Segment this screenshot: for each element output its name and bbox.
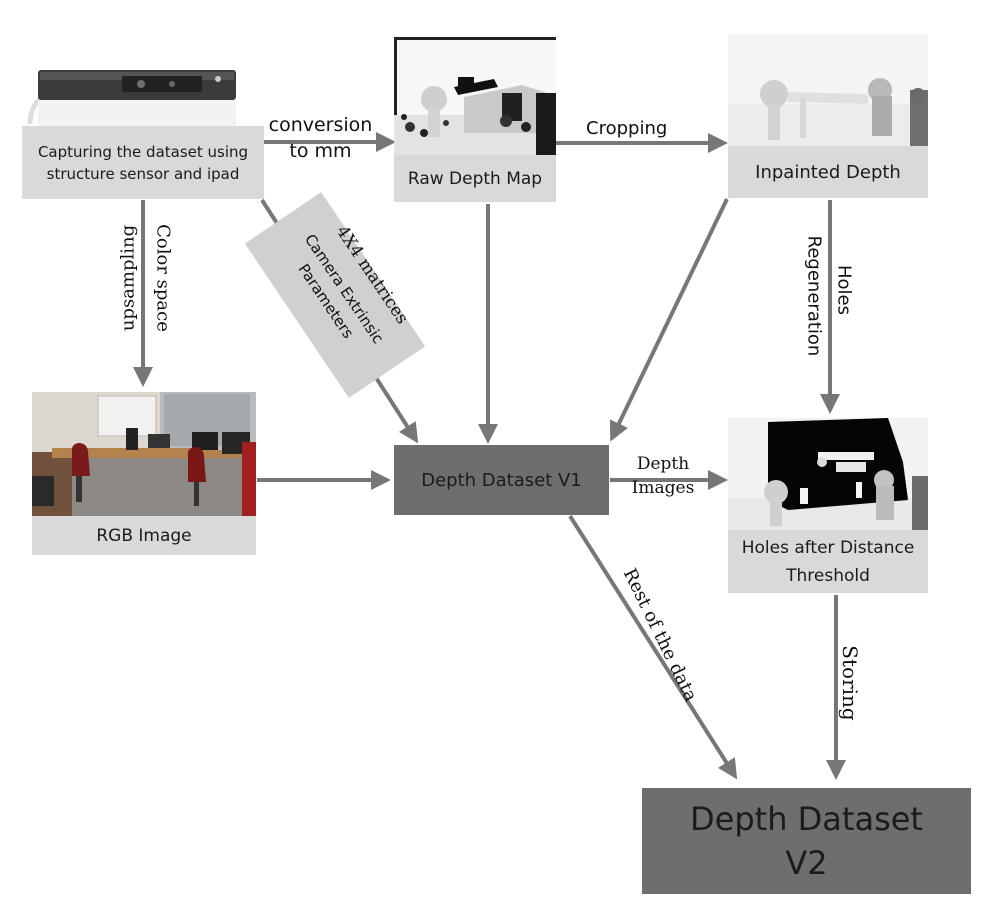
storing-label: Storing [838,645,862,721]
holes-regen-label-1: Holes [833,264,855,316]
rgb-node-label: RGB Image [96,525,192,546]
raw-depth-image [394,37,556,158]
inpainted-node-label: Inpainted Depth [755,161,901,183]
rgb-photo [32,392,256,519]
dataset-v1-node-label: Depth Dataset V1 [421,469,582,491]
raw-depth-node-label: Raw Depth Map [407,168,543,189]
capture-node-label: Capturing the dataset using structure se… [37,142,249,183]
dataset-v2-node: Depth Dataset V2 [642,788,971,894]
color-space-label: Color space [152,224,174,332]
cropping-label: Cropping [586,118,668,139]
holes-node: Holes after Distance Threshold [728,530,928,593]
holes-regen-label-2: Regeneration [803,235,825,357]
depth-images-label: Depth Images [631,454,695,498]
raw-depth-node: Raw Depth Map [394,155,556,202]
inpainted-depth-image [728,34,928,146]
holes-node-label: Holes after Distance Threshold [741,537,915,586]
rgb-node: RGB Image [32,516,256,555]
arrow-v1-to-v2 [568,514,738,780]
dataset-v1-node: Depth Dataset V1 [394,445,609,515]
upsampling-label: upsampling [117,224,139,332]
capture-node: Capturing the dataset using structure se… [22,126,264,199]
holes-depth-image [728,418,928,530]
dataset-v2-node-label: Depth Dataset V2 [690,800,923,882]
inpainted-node: Inpainted Depth [728,146,928,198]
structure-sensor-image [22,62,264,130]
conversion-label: conversion to mm [268,114,373,162]
arrow-inpainted-to-v1 [609,198,729,442]
